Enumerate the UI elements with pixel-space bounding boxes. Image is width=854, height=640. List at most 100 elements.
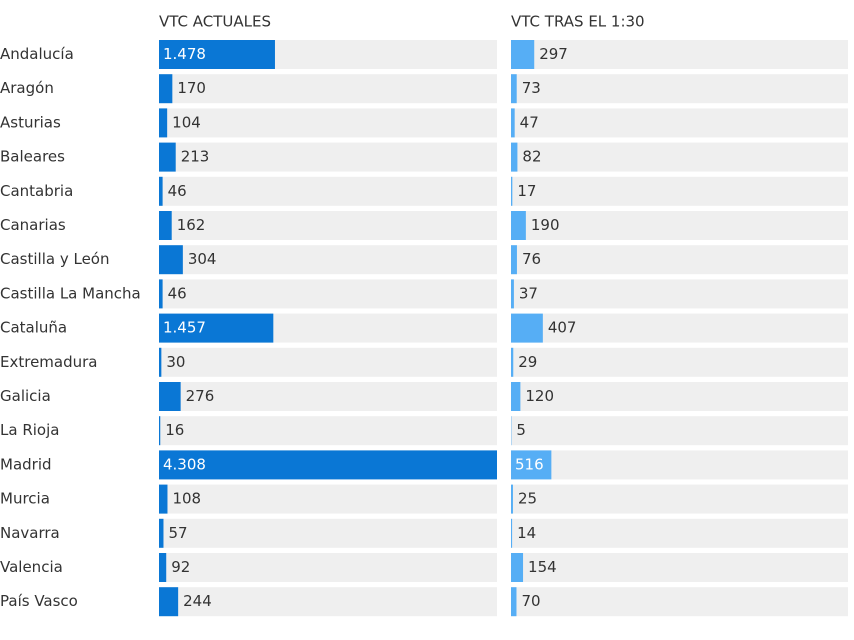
- value-label: 304: [188, 250, 217, 268]
- value-label: 516: [515, 455, 544, 473]
- value-label: 82: [522, 148, 541, 166]
- value-label: 30: [166, 353, 185, 371]
- value-label: 70: [521, 592, 540, 610]
- bar: [159, 279, 163, 309]
- value-label: 47: [520, 113, 539, 131]
- value-label: 162: [177, 216, 206, 234]
- value-label: 190: [531, 216, 560, 234]
- bar: [511, 518, 513, 548]
- bar-background: [159, 484, 497, 514]
- bar: [511, 211, 526, 240]
- bar: [511, 450, 552, 480]
- category-label: País Vasco: [0, 592, 78, 610]
- bar: [511, 142, 518, 172]
- bar-background: [159, 74, 497, 104]
- bar: [159, 553, 167, 582]
- value-label: 29: [518, 353, 537, 371]
- value-label: 46: [168, 182, 187, 200]
- bar-background: [511, 484, 848, 514]
- category-label: La Rioja: [0, 421, 59, 439]
- bar: [511, 176, 513, 206]
- bar: [159, 108, 168, 138]
- value-label: 4.308: [163, 455, 206, 473]
- value-label: 25: [518, 490, 537, 508]
- category-label: Asturias: [0, 113, 61, 131]
- series-header: VTC ACTUALES: [159, 13, 271, 31]
- bar-background: [511, 587, 848, 617]
- value-label: 76: [522, 250, 541, 268]
- series-header: VTC TRAS EL 1:30: [511, 13, 645, 31]
- bar: [159, 40, 275, 69]
- category-label: Castilla y León: [0, 250, 109, 268]
- bar-background: [159, 142, 497, 172]
- bar: [511, 347, 514, 377]
- bar: [159, 211, 172, 240]
- value-label: 297: [539, 45, 568, 63]
- bar-background: [159, 518, 497, 548]
- bar: [511, 279, 514, 309]
- bar-background: [159, 382, 497, 411]
- value-label: 213: [181, 148, 210, 166]
- bar: [511, 74, 517, 104]
- bar-background: [511, 382, 848, 411]
- category-label: Galicia: [0, 387, 51, 405]
- value-label: 14: [517, 524, 536, 542]
- category-label: Cataluña: [0, 319, 67, 337]
- value-label: 17: [517, 182, 536, 200]
- value-label: 57: [168, 524, 187, 542]
- value-label: 5: [516, 421, 526, 439]
- bar: [159, 142, 176, 172]
- value-label: 46: [168, 284, 187, 302]
- bar-background: [159, 211, 497, 240]
- bar: [511, 587, 517, 617]
- bar-background: [511, 108, 848, 138]
- bar-background: [159, 279, 497, 309]
- bar: [159, 176, 163, 206]
- category-label: Cantabria: [0, 182, 73, 200]
- bar: [511, 313, 543, 343]
- bar-background: [159, 553, 497, 582]
- category-label: Baleares: [0, 148, 65, 166]
- bar: [159, 313, 274, 343]
- value-label: 73: [522, 79, 541, 97]
- bar: [159, 347, 162, 377]
- bar-background: [511, 553, 848, 582]
- bar: [511, 553, 524, 582]
- bar: [511, 245, 517, 275]
- value-label: 37: [519, 284, 538, 302]
- category-label: Aragón: [0, 79, 54, 97]
- value-label: 16: [165, 421, 184, 439]
- category-label: Murcia: [0, 490, 50, 508]
- value-label: 1.478: [163, 45, 206, 63]
- bar-background: [159, 108, 497, 138]
- bar: [159, 382, 181, 411]
- bar: [159, 518, 164, 548]
- bar-background: [159, 587, 497, 617]
- bar-background: [511, 142, 848, 172]
- bar: [511, 484, 513, 514]
- value-label: 104: [172, 113, 201, 131]
- bar: [159, 74, 173, 104]
- bar-background: [159, 347, 497, 377]
- bar: [511, 108, 515, 138]
- bar-background: [511, 176, 848, 206]
- bar-background: [159, 176, 497, 206]
- bar-background: [511, 211, 848, 240]
- bar: [159, 416, 161, 446]
- bar-background: [511, 450, 848, 480]
- bar-background: [511, 313, 848, 343]
- bar: [159, 245, 183, 275]
- bar: [159, 484, 168, 514]
- value-label: 154: [528, 558, 557, 576]
- value-label: 120: [525, 387, 554, 405]
- value-label: 170: [177, 79, 206, 97]
- bar-background: [511, 416, 848, 446]
- category-label: Canarias: [0, 216, 66, 234]
- category-label: Extremadura: [0, 353, 98, 371]
- bar-background: [511, 74, 848, 104]
- bar-background: [159, 245, 497, 275]
- value-label: 1.457: [163, 319, 206, 337]
- value-label: 244: [183, 592, 212, 610]
- bar-background: [511, 347, 848, 377]
- category-label: Valencia: [0, 558, 63, 576]
